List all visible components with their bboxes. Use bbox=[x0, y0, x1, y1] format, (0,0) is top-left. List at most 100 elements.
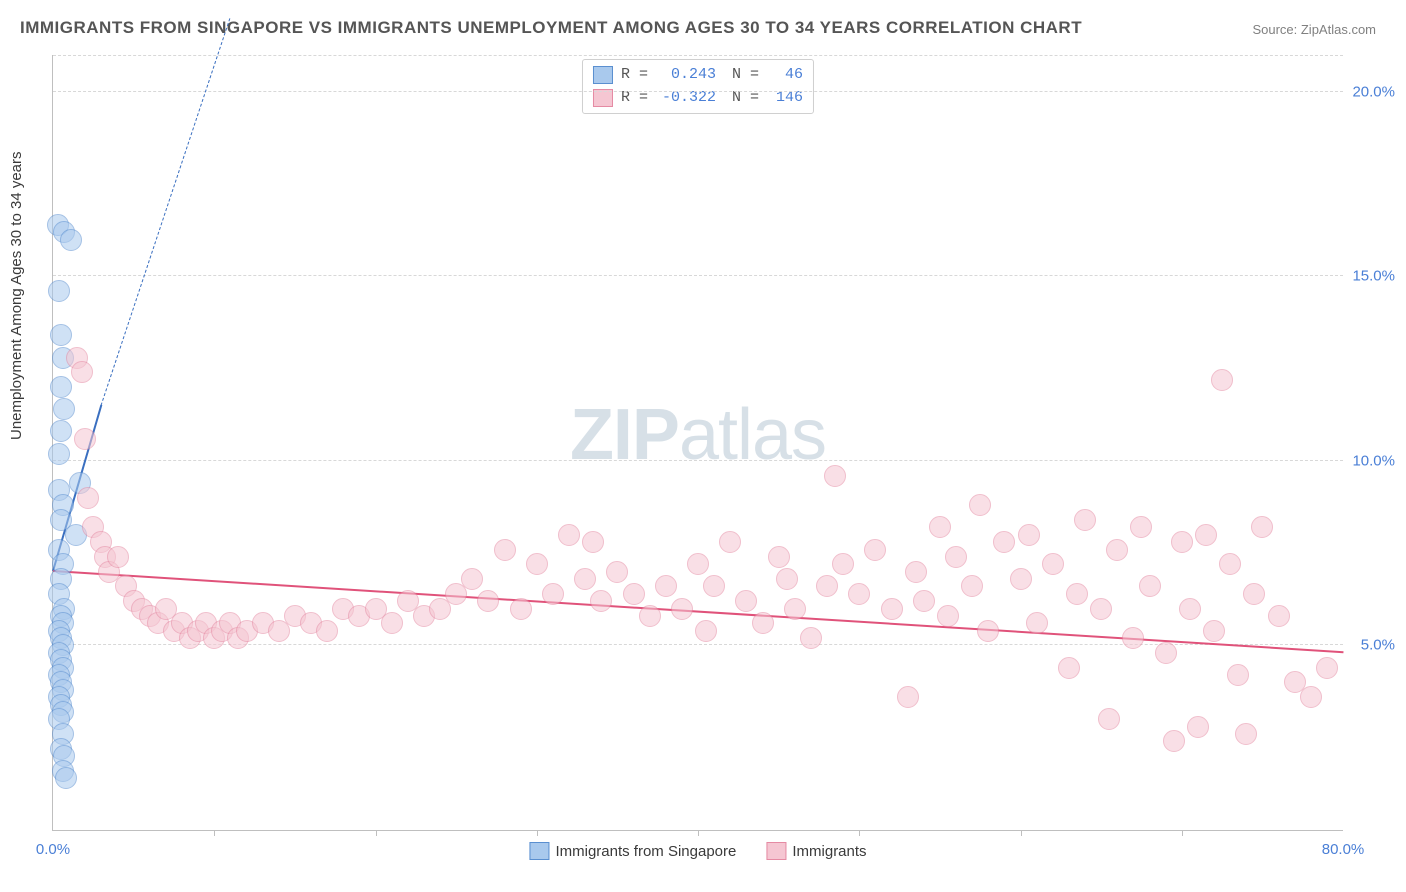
data-point bbox=[776, 568, 798, 590]
data-point bbox=[832, 553, 854, 575]
data-point bbox=[381, 612, 403, 634]
data-point bbox=[50, 376, 72, 398]
data-point bbox=[606, 561, 628, 583]
legend-item-singapore: Immigrants from Singapore bbox=[529, 842, 736, 860]
data-point bbox=[1074, 509, 1096, 531]
n-label: N = bbox=[732, 87, 759, 110]
watermark-bold: ZIP bbox=[570, 394, 679, 474]
source-label: Source: ZipAtlas.com bbox=[1252, 22, 1376, 37]
data-point bbox=[477, 590, 499, 612]
data-point bbox=[1187, 716, 1209, 738]
data-point bbox=[1058, 657, 1080, 679]
data-point bbox=[574, 568, 596, 590]
data-point bbox=[1106, 539, 1128, 561]
data-point bbox=[77, 487, 99, 509]
data-point bbox=[461, 568, 483, 590]
data-point bbox=[905, 561, 927, 583]
r-label: R = bbox=[621, 87, 648, 110]
legend-row-immigrants: R = -0.322 N = 146 bbox=[593, 87, 803, 110]
data-point bbox=[687, 553, 709, 575]
data-point bbox=[1122, 627, 1144, 649]
data-point bbox=[1300, 686, 1322, 708]
y-axis-label: Unemployment Among Ages 30 to 34 years bbox=[8, 151, 25, 440]
data-point bbox=[590, 590, 612, 612]
data-point bbox=[961, 575, 983, 597]
data-point bbox=[752, 612, 774, 634]
data-point bbox=[671, 598, 693, 620]
gridline bbox=[53, 460, 1343, 461]
data-point bbox=[510, 598, 532, 620]
data-point bbox=[913, 590, 935, 612]
data-point bbox=[816, 575, 838, 597]
data-point bbox=[1235, 723, 1257, 745]
data-point bbox=[1227, 664, 1249, 686]
r-value: 0.243 bbox=[656, 64, 716, 87]
x-tick bbox=[214, 830, 215, 836]
data-point bbox=[824, 465, 846, 487]
series-legend: Immigrants from Singapore Immigrants bbox=[529, 842, 866, 860]
watermark-light: atlas bbox=[679, 394, 826, 474]
data-point bbox=[107, 546, 129, 568]
x-tick bbox=[698, 830, 699, 836]
legend-label: Immigrants bbox=[792, 843, 866, 860]
data-point bbox=[1195, 524, 1217, 546]
data-point bbox=[897, 686, 919, 708]
data-point bbox=[1316, 657, 1338, 679]
data-point bbox=[1042, 553, 1064, 575]
data-point bbox=[1219, 553, 1241, 575]
legend-item-immigrants: Immigrants bbox=[766, 842, 866, 860]
data-point bbox=[639, 605, 661, 627]
data-point bbox=[881, 598, 903, 620]
data-point bbox=[53, 398, 75, 420]
data-point bbox=[1251, 516, 1273, 538]
data-point bbox=[558, 524, 580, 546]
x-tick bbox=[859, 830, 860, 836]
data-point bbox=[1268, 605, 1290, 627]
data-point bbox=[1155, 642, 1177, 664]
data-point bbox=[316, 620, 338, 642]
data-point bbox=[1066, 583, 1088, 605]
data-point bbox=[1179, 598, 1201, 620]
x-tick bbox=[1182, 830, 1183, 836]
data-point bbox=[655, 575, 677, 597]
swatch-singapore bbox=[529, 842, 549, 860]
data-point bbox=[969, 494, 991, 516]
data-point bbox=[55, 767, 77, 789]
x-tick bbox=[537, 830, 538, 836]
data-point bbox=[50, 324, 72, 346]
correlation-legend: R = 0.243 N = 46 R = -0.322 N = 146 bbox=[582, 59, 814, 114]
data-point bbox=[1139, 575, 1161, 597]
data-point bbox=[526, 553, 548, 575]
n-value: 46 bbox=[767, 64, 803, 87]
n-label: N = bbox=[732, 64, 759, 87]
data-point bbox=[703, 575, 725, 597]
data-point bbox=[719, 531, 741, 553]
r-value: -0.322 bbox=[656, 87, 716, 110]
data-point bbox=[71, 361, 93, 383]
data-point bbox=[784, 598, 806, 620]
swatch-immigrants bbox=[766, 842, 786, 860]
watermark: ZIPatlas bbox=[570, 393, 826, 475]
data-point bbox=[494, 539, 516, 561]
data-point bbox=[542, 583, 564, 605]
x-tick bbox=[376, 830, 377, 836]
data-point bbox=[993, 531, 1015, 553]
x-tick-label-right: 80.0% bbox=[1322, 841, 1365, 858]
data-point bbox=[582, 531, 604, 553]
data-point bbox=[735, 590, 757, 612]
data-point bbox=[1203, 620, 1225, 642]
data-point bbox=[48, 443, 70, 465]
data-point bbox=[1090, 598, 1112, 620]
data-point bbox=[60, 229, 82, 251]
data-point bbox=[695, 620, 717, 642]
data-point bbox=[1130, 516, 1152, 538]
gridline bbox=[53, 275, 1343, 276]
data-point bbox=[1163, 730, 1185, 752]
gridline bbox=[53, 91, 1343, 92]
data-point bbox=[1211, 369, 1233, 391]
data-point bbox=[945, 546, 967, 568]
data-point bbox=[1018, 524, 1040, 546]
x-tick bbox=[1021, 830, 1022, 836]
data-point bbox=[1026, 612, 1048, 634]
y-tick-label: 10.0% bbox=[1352, 452, 1395, 469]
